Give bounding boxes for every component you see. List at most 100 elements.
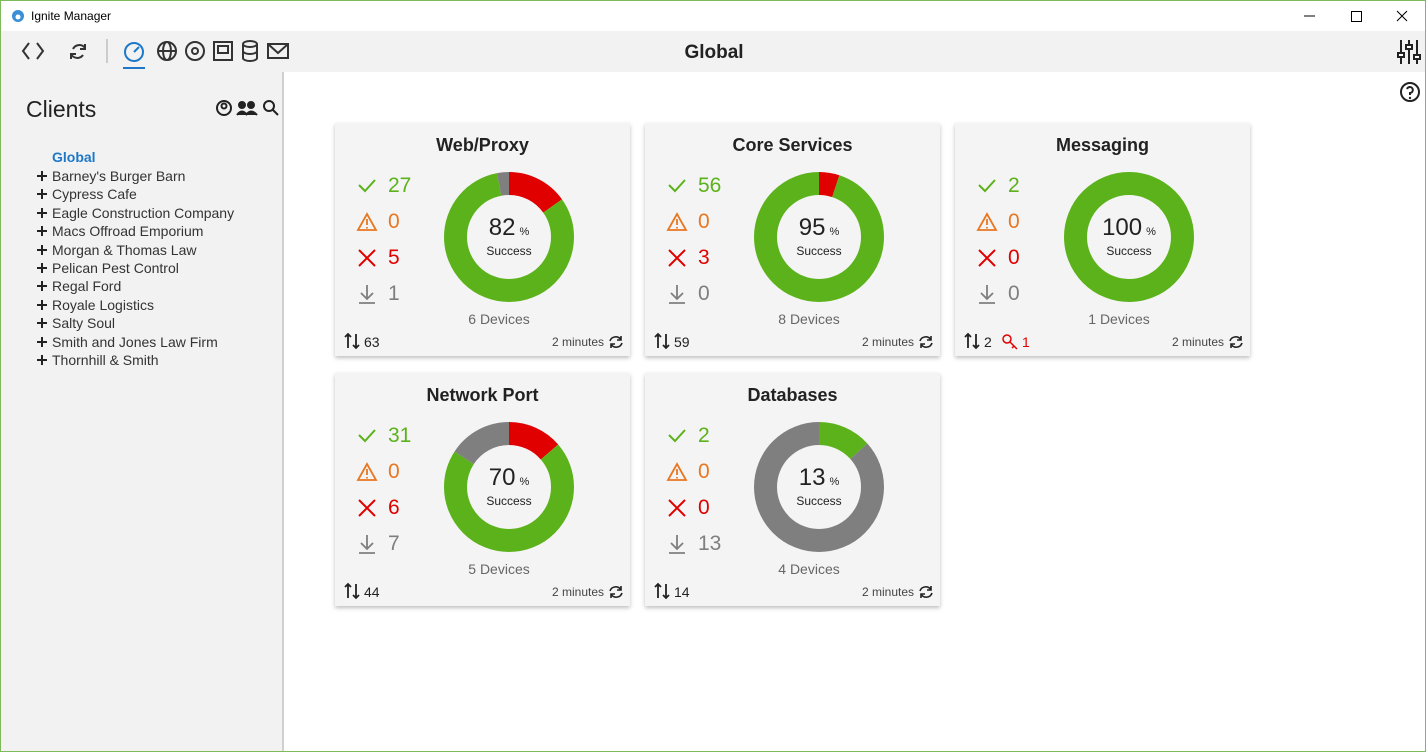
warn-icon-box (666, 212, 688, 231)
ok-icon-box (358, 179, 376, 193)
card[interactable]: Network Port 31 0 6 7 70% Success 5 Devices 44 2 … (335, 373, 630, 606)
ok-icon-box (668, 179, 686, 193)
unknown-icon-box (669, 285, 685, 304)
expand-icon[interactable] (37, 244, 47, 255)
expand-icon[interactable] (37, 336, 47, 347)
transfer-icon (654, 332, 670, 350)
card[interactable]: Core Services 56 0 3 0 95% Success 8 Devices 59 2… (645, 123, 940, 356)
ok-segment (754, 172, 884, 302)
arrows (344, 582, 360, 600)
percent-label: Success (796, 494, 842, 508)
window-title: Ignite Manager (31, 9, 112, 23)
card-title: Network Port (426, 385, 539, 405)
percent-label: Success (796, 244, 842, 258)
warn-icon (356, 462, 378, 481)
transfer-icon (344, 332, 360, 350)
client-item[interactable]: Regal Ford (52, 278, 122, 295)
client-item[interactable]: Thornhill & Smith (52, 352, 159, 368)
percent: 70% (469, 464, 549, 492)
client-item[interactable]: Pelican Pest Control (52, 260, 179, 276)
updated-time: 2 minutes (551, 585, 604, 599)
client-item[interactable]: Eagle Construction Company (52, 204, 235, 221)
ok-count: 2 (698, 424, 710, 447)
percent: 13% (779, 464, 859, 492)
device-count: 4 Devices (778, 561, 840, 577)
help-icon[interactable] (1399, 81, 1421, 103)
client-item[interactable]: Morgan & Thomas Law (52, 241, 197, 258)
card[interactable]: Messaging 2 0 0 0 100% Success 1 Devices 2 1 2 min… (955, 123, 1250, 356)
app-icon (12, 10, 24, 22)
transfer-count: 44 (364, 584, 380, 600)
refresh-icon[interactable] (608, 334, 624, 350)
unknown-count: 13 (698, 532, 722, 555)
percent-unit: % (519, 476, 530, 488)
plus (37, 336, 47, 347)
client-item[interactable]: Macs Offroad Emporium (52, 223, 204, 240)
percent-unit: % (1146, 226, 1156, 238)
client-item[interactable]: Smith and Jones Law Firm (52, 333, 218, 350)
expand-icon[interactable] (37, 299, 47, 310)
client-item[interactable]: Royale Logistics (52, 296, 154, 313)
plus (37, 281, 47, 292)
page-title: Global (684, 42, 744, 63)
fail-icon-box (668, 499, 686, 517)
arrows (344, 332, 360, 350)
updated-time: 2 minutes (861, 585, 914, 599)
title-bar: Ignite Manager (1, 1, 1425, 31)
client-item[interactable]: Cypress Cafe (52, 186, 137, 203)
unknown-segment (444, 172, 574, 302)
card[interactable]: Web/Proxy 27 0 5 1 82% Success 6 Devices 63 2 min… (335, 123, 630, 356)
fail-icon (978, 249, 996, 267)
unknown-count: 7 (388, 532, 400, 555)
expand-icon[interactable] (37, 226, 47, 237)
sidebar-title: Clients (26, 96, 97, 122)
percent-label: Success (486, 244, 532, 258)
toolbar-icons[interactable] (19, 31, 309, 71)
warn-icon-box (356, 462, 378, 481)
expand-icon[interactable] (37, 281, 47, 292)
plus (37, 226, 47, 237)
transfer-count: 59 (674, 334, 690, 350)
ok-icon (668, 429, 686, 443)
sidebar: Clients Global Barney's Burger Barn Cypre… (1, 72, 284, 751)
donut (444, 172, 574, 302)
sidebar-tools[interactable] (215, 99, 281, 119)
transfer-count: 63 (364, 334, 380, 350)
unknown-icon (979, 285, 995, 304)
fail-count: 6 (388, 496, 400, 519)
refresh-icon[interactable] (918, 334, 934, 350)
unknown-icon-box (359, 535, 375, 554)
transfer-count: 14 (674, 584, 690, 600)
client-item[interactable]: Barney's Burger Barn (52, 168, 186, 184)
refresh-icon[interactable] (1228, 334, 1244, 350)
client-item[interactable]: Salty Soul (52, 315, 116, 332)
ok-icon-box (358, 429, 376, 443)
expand-icon[interactable] (37, 207, 47, 218)
refresh (609, 586, 623, 598)
fail-icon (668, 249, 686, 267)
unknown-icon (669, 285, 685, 304)
plus (37, 355, 47, 365)
settings-icon[interactable] (1397, 39, 1421, 65)
unknown-icon (669, 535, 685, 554)
expand-icon[interactable] (37, 355, 47, 365)
refresh (609, 336, 623, 348)
warn-icon (666, 212, 688, 231)
donut (754, 172, 884, 302)
expand-icon[interactable] (37, 318, 47, 329)
expand-icon[interactable] (37, 189, 47, 200)
window-controls[interactable] (1301, 6, 1421, 26)
ok-segment (1064, 172, 1194, 302)
card[interactable]: Databases 2 0 0 13 13% Success 4 Devices 14 2 min… (645, 373, 940, 606)
plus (37, 189, 47, 200)
ok-segment (444, 422, 574, 552)
refresh-icon[interactable] (608, 584, 624, 600)
device-count: 6 Devices (468, 311, 530, 327)
selected-client[interactable]: Global (52, 149, 96, 165)
fail-icon-box (668, 249, 686, 267)
updated-time: 2 minutes (551, 335, 604, 349)
refresh-icon[interactable] (918, 584, 934, 600)
expand-icon[interactable] (37, 171, 47, 181)
expand-icon[interactable] (37, 263, 47, 273)
toolbar: Global (1, 31, 1425, 72)
